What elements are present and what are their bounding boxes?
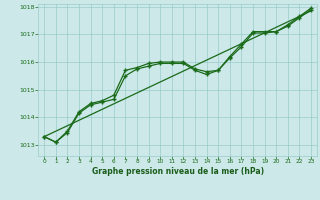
X-axis label: Graphe pression niveau de la mer (hPa): Graphe pression niveau de la mer (hPa) [92, 167, 264, 176]
